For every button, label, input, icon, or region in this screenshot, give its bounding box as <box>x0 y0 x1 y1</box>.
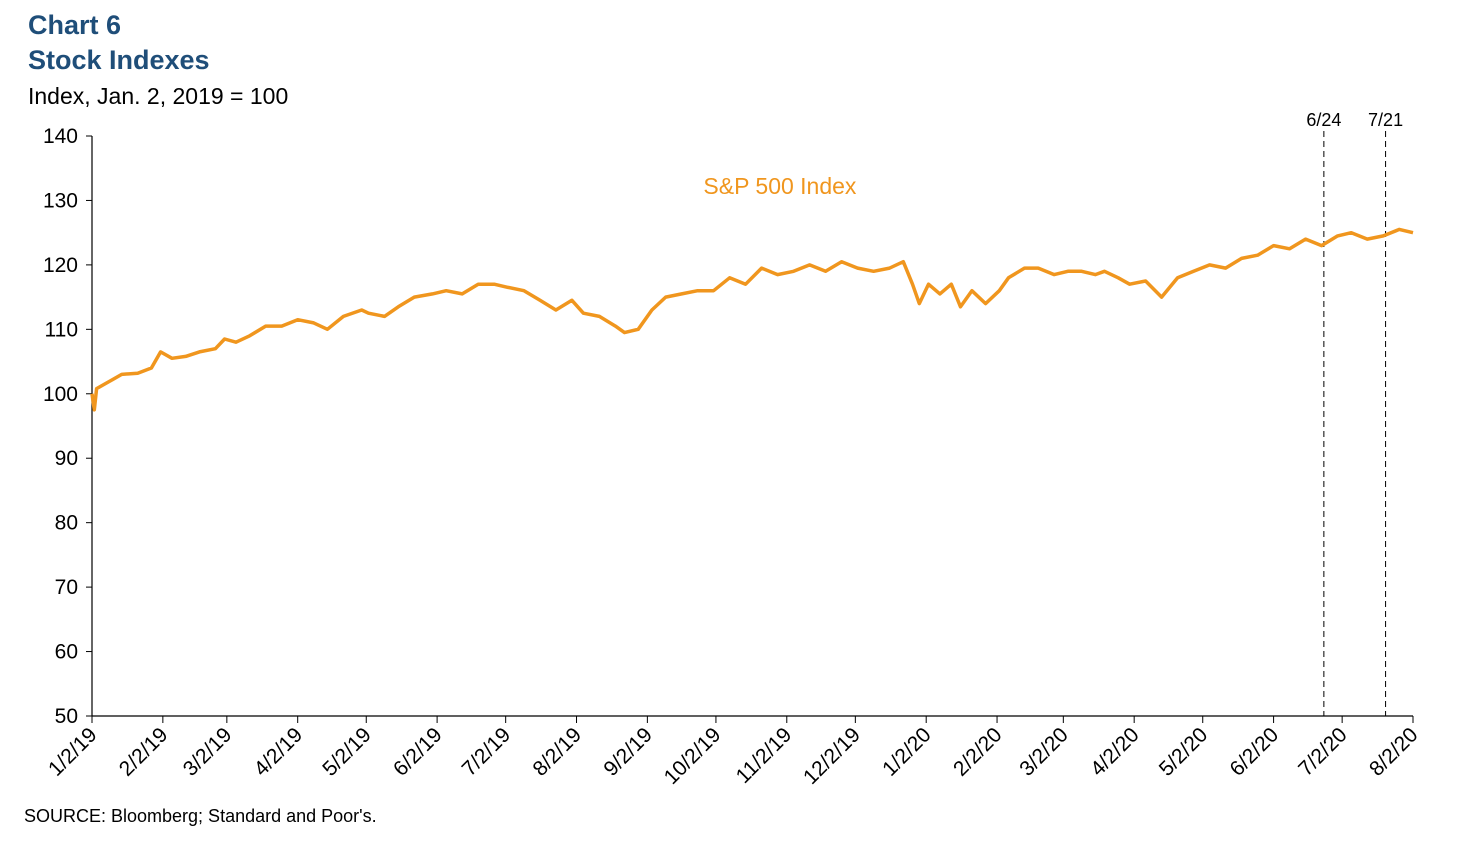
y-tick-label: 140 <box>43 125 78 148</box>
x-tick-label: 8/2/20 <box>1365 723 1423 781</box>
series-line <box>90 227 1414 412</box>
x-tick-label: 8/2/19 <box>529 723 587 781</box>
x-tick-label: 4/2/19 <box>250 723 308 781</box>
x-tick-label: 3/2/19 <box>179 723 237 781</box>
series-lines <box>90 227 1414 412</box>
y-tick-label: 120 <box>43 254 78 277</box>
y-tick-label: 70 <box>55 576 78 599</box>
marker-label: 7/21 <box>1368 110 1403 130</box>
x-tick-label: 7/2/20 <box>1294 723 1352 781</box>
x-tick-label: 5/2/19 <box>318 723 376 781</box>
x-tick-label: 11/2/19 <box>732 723 797 788</box>
y-tick-label: 60 <box>55 641 78 664</box>
x-tick-label: 1/2/19 <box>44 723 102 781</box>
series-label-sp500: S&P 500 Index <box>703 173 857 199</box>
y-tick-label: 100 <box>43 383 78 406</box>
x-tick-label: 2/2/19 <box>115 723 173 781</box>
chart-title-line1: Chart 6 <box>28 10 122 40</box>
x-tick-label: 5/2/20 <box>1155 723 1213 781</box>
x-tick-label: 1/2/20 <box>878 723 936 781</box>
x-tick-label: 12/2/19 <box>799 723 865 789</box>
vertical-markers: 6/24 7/21 <box>1306 110 1403 716</box>
x-tick-label: 4/2/20 <box>1086 723 1144 781</box>
x-tick-label: 10/2/19 <box>660 723 726 789</box>
y-tick-label: 110 <box>45 318 78 341</box>
x-tick-label: 7/2/19 <box>458 723 516 781</box>
series-labels: S&P 500 Index <box>703 173 857 199</box>
x-tick-label: 6/2/20 <box>1226 723 1284 781</box>
source-note: SOURCE: Bloomberg; Standard and Poor's. <box>24 806 377 826</box>
y-tick-label: 50 <box>55 705 78 728</box>
y-tick-label: 90 <box>55 447 78 470</box>
x-tick-label: 9/2/19 <box>599 723 657 781</box>
marker-label: 6/24 <box>1306 110 1341 130</box>
y-tick-label: 80 <box>55 512 78 535</box>
chart-subtitle: Index, Jan. 2, 2019 = 100 <box>28 83 289 109</box>
x-tick-label: 6/2/19 <box>389 723 447 781</box>
y-tick-label: 130 <box>43 189 78 212</box>
chart-title-line2: Stock Indexes <box>28 45 210 75</box>
x-tick-label: 2/2/20 <box>949 723 1007 781</box>
x-tick-label: 3/2/20 <box>1015 723 1073 781</box>
